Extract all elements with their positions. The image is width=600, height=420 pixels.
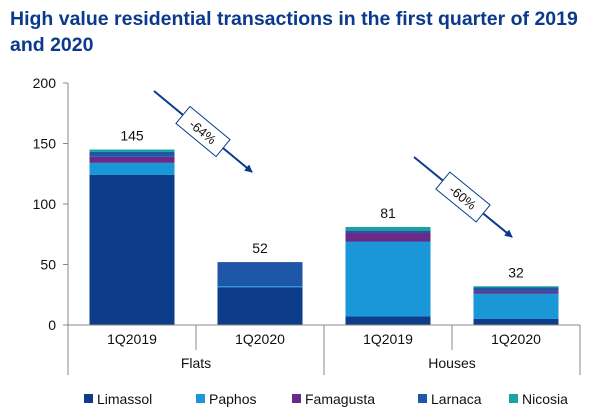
legend-label-nicosia: Nicosia [522,391,568,407]
x-group-label: Houses [428,355,475,371]
legend-swatch-larnaca [418,394,427,403]
change-box [435,171,491,223]
bar-segment-limassol [89,174,175,325]
chart-title: High value residential transactions in t… [10,8,578,56]
bar-total-label: 52 [252,240,268,256]
bar-segment-limassol [473,318,559,325]
bar-segment-limassol [345,316,431,325]
bar-segment-larnaca [345,230,431,234]
legend-label-larnaca: Larnaca [431,391,482,407]
bar-total-label: 32 [508,264,524,280]
x-tick-label: 1Q2020 [235,331,285,347]
x-tick-label: 1Q2019 [363,331,413,347]
bar-segment-nicosia [473,286,559,288]
x-tick-label: 1Q2020 [491,331,541,347]
bar-segment-larnaca [473,287,559,292]
bar-segment-famagusta [473,291,559,294]
legend-label-paphos: Paphos [209,391,256,407]
legend-label-limassol: Limassol [97,391,152,407]
bar-segment-paphos [89,162,175,175]
legend-swatch-famagusta [292,394,301,403]
legend-label-famagusta: Famagusta [305,391,375,407]
bar-segment-larnaca [89,151,175,157]
legend-swatch-nicosia [509,394,518,403]
bar-total-label: 81 [380,205,396,221]
change-box [175,105,231,158]
bar-total-label: 145 [120,128,144,144]
bar-segment-limassol [217,287,303,325]
bar-segment-paphos [345,241,431,317]
x-group-label: Flats [181,355,211,371]
bar-segment-nicosia [89,149,175,152]
y-tick-label: 100 [33,196,57,212]
bar-segment-famagusta [345,233,431,242]
change-annotation: -60% [435,171,491,223]
x-tick-label: 1Q2019 [107,331,157,347]
y-tick-label: 200 [33,75,57,91]
bar-segment-famagusta [89,156,175,163]
y-tick-label: 150 [33,136,57,152]
bar-segment-larnaca [217,262,303,287]
legend-swatch-paphos [196,394,205,403]
bar-segment-nicosia [345,226,431,231]
y-tick-label: 50 [40,257,56,273]
y-tick-label: 0 [48,317,56,333]
legend-swatch-limassol [84,394,93,403]
bar-segment-paphos [473,293,559,319]
change-annotation: -64% [175,105,231,158]
bar-segment-paphos [217,286,303,288]
